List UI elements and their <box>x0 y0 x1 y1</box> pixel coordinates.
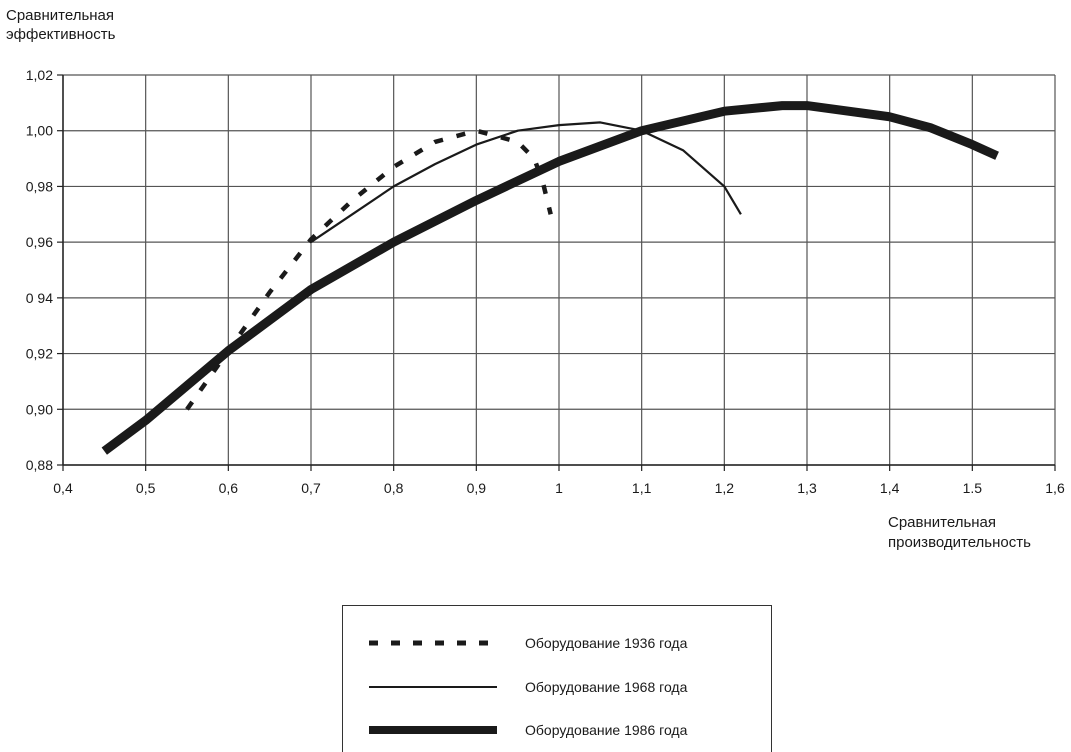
y-tick-label: 0,88 <box>26 457 53 473</box>
y-tick-label: 1,02 <box>26 67 53 83</box>
x-tick-label: 1,4 <box>880 480 900 496</box>
x-axis-label: Сравнительная производительность <box>888 513 1031 553</box>
x-tick-label: 0,8 <box>384 480 404 496</box>
y-tick-label: 1,00 <box>26 123 53 139</box>
y-tick-label: 0,90 <box>26 401 53 417</box>
x-tick-label: 0,9 <box>467 480 487 496</box>
legend-swatch-thick <box>369 726 497 734</box>
x-tick-label: 1,6 <box>1045 480 1065 496</box>
series-line-thin <box>310 121 742 244</box>
series-line-thick <box>101 101 999 455</box>
x-tick-label: 1 <box>555 480 563 496</box>
x-tick-label: 1.5 <box>963 480 983 496</box>
legend-label-1936: Оборудование 1936 года <box>525 635 688 651</box>
legend-label-1968: Оборудование 1968 года <box>525 679 688 695</box>
y-axis-label-line-2: эффективность <box>6 26 116 43</box>
series-lines <box>101 101 999 455</box>
legend-item-1986: Оборудование 1986 года <box>367 715 687 745</box>
x-tick-label: 1,3 <box>797 480 817 496</box>
y-axis-label-line-1: Сравнительная <box>6 7 115 24</box>
legend-label-1986: Оборудование 1986 года <box>525 722 688 738</box>
y-tick-label: 0,98 <box>26 178 53 194</box>
x-tick-label: 1,1 <box>632 480 652 496</box>
y-tick-label: 0,96 <box>26 234 53 250</box>
axes <box>57 74 1056 471</box>
chart-canvas: 0,4 0,5 0,6 0,7 0,8 0,9 1 1,1 1,2 1,3 1,4 1.5 1,6 0,… <box>26 67 1065 496</box>
legend-item-1936: Оборудование 1936 года <box>367 628 687 658</box>
x-tick-label: 0,7 <box>301 480 321 496</box>
x-axis-label-line-2: производительность <box>888 534 1031 551</box>
x-tick-label: 0,6 <box>219 480 239 496</box>
x-axis-label-line-1: Сравнительная <box>888 514 997 531</box>
legend-swatch-dashed <box>369 640 497 646</box>
x-tick-label: 1,2 <box>715 480 735 496</box>
y-tick-labels: 0,88 0,90 0,92 0 94 0,96 0,98 1,00 1,02 <box>26 67 53 473</box>
y-axis-label: Сравнительная эффективность <box>6 6 115 44</box>
x-tick-label: 0,5 <box>136 480 156 496</box>
x-tick-labels: 0,4 0,5 0,6 0,7 0,8 0,9 1 1,1 1,2 1,3 1,4 1.5 1,6 <box>53 480 1065 496</box>
series-line-dashed <box>185 128 553 411</box>
legend: Оборудование 1936 года Оборудование 1968… <box>342 605 772 752</box>
y-tick-label: 0,92 <box>26 346 53 362</box>
grid-lines <box>62 74 1056 466</box>
y-tick-label: 0 94 <box>26 290 53 306</box>
legend-item-1968: Оборудование 1968 года <box>367 672 687 702</box>
legend-swatch-thin <box>369 686 497 688</box>
x-tick-label: 0,4 <box>53 480 73 496</box>
